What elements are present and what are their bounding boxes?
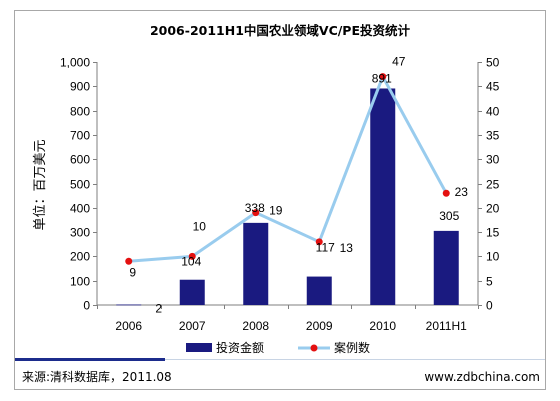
x-tick-label-2007: 2007 bbox=[179, 319, 206, 333]
y2-tick-label: 0 bbox=[486, 299, 493, 313]
y-tick-label: 300 bbox=[70, 226, 90, 240]
case-count-label-2010: 47 bbox=[392, 55, 406, 69]
x-tick-label-2010: 2010 bbox=[369, 319, 396, 333]
case-count-label-2009: 13 bbox=[340, 241, 354, 255]
case-count-line bbox=[128, 75, 448, 263]
bar-label-2007: 104 bbox=[181, 255, 201, 269]
bar-label-2006: 2 bbox=[155, 302, 162, 316]
case-count-point-2011H1 bbox=[442, 189, 450, 197]
y-tick-label: 900 bbox=[70, 80, 90, 94]
case-count-point-2006 bbox=[125, 257, 133, 265]
bar-label-2010: 891 bbox=[372, 71, 392, 85]
y2-tick-label: 40 bbox=[486, 105, 500, 119]
case-count-label-2007: 10 bbox=[193, 219, 207, 233]
y2-tick-label: 30 bbox=[486, 153, 500, 167]
case-count-point-2007 bbox=[188, 252, 196, 260]
y-tick-label: 400 bbox=[70, 202, 90, 216]
legend-label-investment: 投资金额 bbox=[216, 340, 264, 355]
y2-tick-label: 25 bbox=[486, 178, 500, 192]
y2-tick-label: 35 bbox=[486, 129, 500, 143]
y2-tick-label: 15 bbox=[486, 226, 500, 240]
y2-tick-label: 20 bbox=[486, 202, 500, 216]
y-tick-label: 600 bbox=[70, 153, 90, 167]
bar-2010 bbox=[370, 88, 396, 305]
x-tick-label-2006: 2006 bbox=[115, 319, 142, 333]
case-count-label-2011H1: 23 bbox=[455, 185, 469, 199]
footer-source: 来源:清科数据库，2011.08 bbox=[22, 369, 172, 384]
x-tick-label-2008: 2008 bbox=[242, 319, 269, 333]
bar-2009 bbox=[306, 276, 332, 305]
legend-label-case-count: 案例数 bbox=[334, 340, 370, 355]
y-axis-label: 单位：百万美元 bbox=[33, 139, 48, 230]
legend-swatch-investment bbox=[186, 343, 212, 352]
legend-swatch-case-count-marker bbox=[310, 344, 318, 352]
bar-label-2008: 338 bbox=[245, 201, 265, 215]
y-tick-label: 1,000 bbox=[60, 56, 90, 70]
chart-frame bbox=[14, 10, 546, 390]
y2-tick-label: 45 bbox=[486, 80, 500, 94]
bar-label-2011H1: 305 bbox=[439, 209, 459, 223]
y-tick-label: 200 bbox=[70, 250, 90, 264]
case-count-label-2006: 9 bbox=[129, 265, 136, 279]
y-tick-label: 100 bbox=[70, 275, 90, 289]
x-tick-label-2011H1: 2011H1 bbox=[426, 319, 467, 333]
y2-tick-label: 50 bbox=[486, 56, 500, 70]
y-tick-label: 700 bbox=[70, 129, 90, 143]
y2-tick-label: 10 bbox=[486, 250, 500, 264]
bar-2011H1 bbox=[433, 230, 459, 305]
chart-title: 2006-2011H1中国农业领域VC/PE投资统计 bbox=[150, 23, 411, 38]
plot-area: 0 100 200 300 400 500 600 700 800 900 1,000 0 5 10 15 2… bbox=[60, 55, 500, 333]
bar-2007 bbox=[179, 279, 205, 305]
case-count-point-2009 bbox=[315, 238, 323, 246]
bar-label-2009: 117 bbox=[316, 241, 335, 255]
x-tick-label-2009: 2009 bbox=[306, 319, 333, 333]
y-tick-label: 0 bbox=[83, 299, 90, 313]
case-count-label-2008: 19 bbox=[269, 204, 283, 218]
y-tick-label: 500 bbox=[70, 178, 90, 192]
case-count-point-2010 bbox=[379, 73, 387, 81]
legend: 投资金额 案例数 bbox=[186, 340, 370, 355]
bar-2008 bbox=[243, 222, 269, 305]
bar-2006 bbox=[116, 304, 142, 306]
footer-website: www.zdbchina.com bbox=[424, 370, 540, 384]
y2-tick-label: 5 bbox=[486, 275, 493, 289]
case-count-point-2008 bbox=[252, 209, 260, 217]
y-tick-label: 800 bbox=[70, 105, 90, 119]
